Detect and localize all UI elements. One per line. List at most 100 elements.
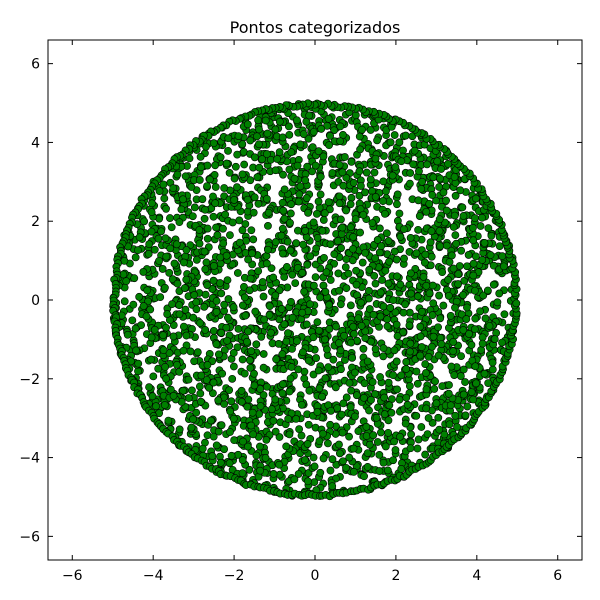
data-point [450,371,459,379]
data-point [269,416,278,425]
data-point [424,414,433,422]
data-point [413,292,422,301]
data-point [184,375,193,384]
data-point [303,162,312,171]
data-point [478,213,486,222]
data-point [366,175,375,184]
data-point [432,399,441,408]
data-point [280,273,289,281]
data-point [406,169,415,177]
data-point [277,231,286,240]
data-point [240,160,249,169]
data-point [324,114,333,123]
data-point [293,161,302,170]
data-point [271,166,280,175]
data-point [254,199,263,208]
data-point [247,421,256,430]
data-point [436,242,445,251]
data-point [156,293,165,302]
data-point [288,270,297,279]
data-point [385,257,393,266]
data-point [360,472,368,481]
data-point [269,470,278,478]
data-point [400,225,408,234]
data-point [179,322,188,331]
data-point [212,441,221,450]
data-point [280,185,289,194]
data-point [162,374,170,383]
data-point [480,369,489,378]
data-point [434,351,443,360]
data-point [405,179,414,188]
data-point [458,203,467,212]
data-point [154,234,163,243]
data-point [210,261,218,270]
data-point [278,249,287,258]
data-point [417,423,426,431]
data-point [373,438,382,446]
data-point [190,291,199,299]
data-point [325,141,333,150]
data-point [228,374,237,383]
data-point [169,332,178,341]
data-point [434,413,443,422]
data-point [140,217,149,226]
data-point [442,196,450,205]
data-point [182,331,191,340]
data-point [246,136,255,145]
data-point [375,224,384,233]
data-point [423,160,431,169]
data-point [241,311,250,320]
data-point [224,146,232,155]
data-point [321,287,330,296]
data-point [391,163,400,171]
data-point [227,451,236,460]
data-point [351,412,359,421]
data-point [340,153,349,161]
data-point [361,248,370,257]
data-point [352,391,361,400]
data-point [303,260,312,269]
data-point [285,430,294,439]
data-point [326,406,335,415]
data-point [212,307,221,316]
data-point [190,357,199,366]
data-point [287,298,295,306]
data-point [337,410,346,419]
data-point [209,326,218,335]
data-point [146,305,155,314]
data-point [463,303,471,312]
data-point [400,254,408,263]
data-point [345,453,354,462]
data-point [431,377,439,386]
data-point [432,196,440,205]
data-point [380,393,389,402]
data-point [319,429,327,438]
data-point [264,208,273,217]
data-point [244,327,252,336]
data-point [382,187,390,196]
data-point [162,204,170,213]
data-point [193,348,202,357]
data-point [250,153,259,162]
data-point [208,389,217,398]
data-point [304,420,313,429]
data-point [292,116,301,125]
data-point [147,208,156,217]
data-point [397,464,406,473]
data-point [342,255,351,264]
data-point [355,167,364,176]
data-point [369,310,378,319]
data-point [495,242,504,250]
data-point [392,255,401,264]
data-point [286,218,294,227]
data-point [390,247,399,256]
data-point [306,300,314,309]
data-point [429,173,438,182]
data-point [131,324,140,333]
data-point [256,466,264,475]
data-point [196,152,205,161]
data-point [456,372,465,380]
data-point [131,253,140,262]
data-point [339,399,348,408]
